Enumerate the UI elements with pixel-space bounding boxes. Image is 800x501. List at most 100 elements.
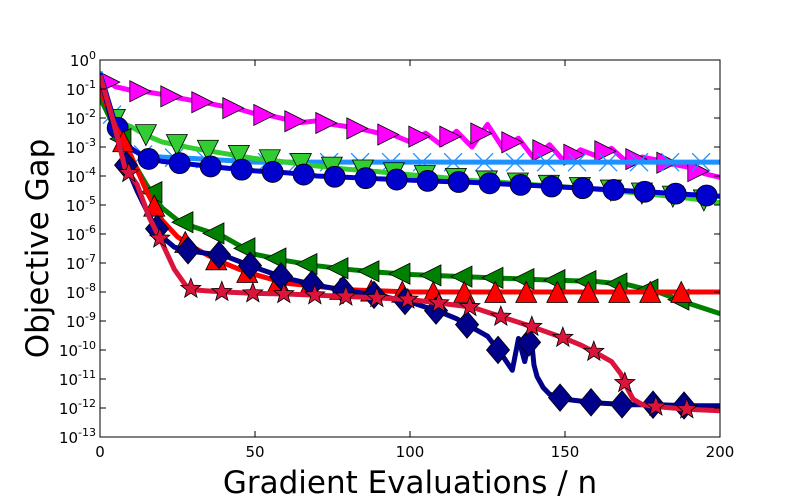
series-3-marker-4 — [230, 158, 253, 181]
x-tick-label-2: 100 — [396, 443, 425, 461]
y-tick-label-5: 10-5 — [66, 194, 96, 215]
series-0-marker-19 — [687, 159, 710, 183]
series-1-marker-13 — [505, 152, 525, 172]
series-6-marker-13 — [516, 328, 542, 357]
series-5-marker-12 — [484, 280, 507, 303]
series-7-marker-1 — [148, 226, 171, 248]
series-3-marker-14 — [540, 175, 563, 198]
series-1-marker-17 — [629, 152, 649, 172]
series-4-marker-2 — [171, 211, 194, 234]
series-3-marker-13 — [509, 173, 532, 196]
y-axis-ticks: 100 10-1 10-2 10-3 10-4 10-5 10-6 10-7 10-8 10-9 1… — [59, 49, 720, 447]
series-2-marker-3 — [196, 139, 220, 163]
series-4-marker-8 — [357, 260, 380, 283]
series-0-marker-5 — [253, 103, 276, 127]
series-3-marker-10 — [416, 169, 439, 192]
series-7-marker-16 — [613, 371, 636, 393]
series-6-marker-15 — [578, 388, 604, 417]
series-4-marker-14 — [543, 269, 566, 292]
series-4-marker-11 — [450, 265, 473, 288]
series-5-marker-17 — [639, 280, 662, 303]
series-0-marker-2 — [160, 85, 183, 108]
series-5-marker-16 — [608, 280, 631, 303]
series-0-marker-10 — [408, 125, 431, 148]
y-tick-label-7: 10-7 — [66, 252, 96, 273]
series-1-marker-16 — [598, 152, 618, 172]
series-7-marker-7 — [334, 284, 357, 306]
series-3-marker-5 — [261, 161, 284, 183]
series-1-marker-19 — [691, 152, 711, 172]
series-7-marker-9 — [396, 287, 419, 309]
series-2-marker-1 — [134, 124, 158, 147]
series-0-marker-11 — [439, 125, 462, 148]
series-7-marker-18 — [675, 397, 698, 419]
y-tick-label-3: 10-3 — [66, 136, 96, 157]
y-tick-label-12: 10-12 — [59, 397, 96, 418]
series-4-marker-7 — [326, 257, 349, 280]
series-7-marker-8 — [365, 286, 388, 308]
series-3-marker-7 — [323, 165, 346, 188]
series-4-marker-6 — [295, 252, 318, 276]
series-3-marker-2 — [168, 152, 191, 175]
series-0-marker-6 — [284, 110, 307, 133]
series-7-marker-14 — [551, 326, 574, 348]
series-3-marker-12 — [478, 172, 501, 195]
y-tick-label-1: 10-1 — [66, 78, 96, 99]
series-7-marker-5 — [272, 282, 295, 304]
y-tick-label-9: 10-9 — [66, 310, 96, 331]
series-3-marker-15 — [571, 177, 594, 200]
series-4-marker-12 — [481, 266, 504, 289]
series-7-marker-4 — [241, 281, 264, 303]
series-6-marker-11 — [454, 310, 480, 339]
series-0-marker-9 — [377, 123, 400, 146]
series-4-marker-9 — [388, 262, 411, 285]
series-7-marker-11 — [458, 295, 481, 317]
series-3-marker-6 — [292, 163, 315, 186]
series-3-marker-11 — [447, 171, 470, 193]
series-1-marker-18 — [660, 152, 680, 172]
series-0-marker-16 — [594, 140, 617, 163]
x-tick-label-4: 200 — [706, 443, 735, 461]
series-3-marker-9 — [385, 168, 408, 191]
series-3-marker-3 — [199, 155, 222, 178]
series-1-marker-12 — [474, 152, 494, 172]
series-6-marker-4 — [237, 251, 263, 280]
series-2-marker-5 — [258, 149, 282, 172]
y-tick-label-13: 10-13 — [59, 426, 96, 447]
y-axis-label: Objective Gap — [20, 139, 56, 359]
x-tick-label-3: 150 — [551, 443, 580, 461]
series-6-marker-2 — [175, 236, 201, 265]
series-0-marker-14 — [532, 139, 555, 162]
series-3-marker-1 — [137, 148, 160, 170]
series-0-marker-4 — [222, 96, 245, 120]
series-0-marker-3 — [191, 91, 214, 114]
series-5-marker-18 — [670, 280, 693, 303]
series-7-marker-0 — [117, 161, 140, 183]
series-3 — [100, 72, 720, 207]
series-6-marker-16 — [609, 390, 635, 419]
series-1-marker-15 — [567, 152, 587, 172]
y-tick-label-4: 10-4 — [66, 165, 96, 186]
series-3-marker-18 — [664, 182, 687, 205]
series-3-marker-16 — [602, 179, 625, 201]
series-5-marker-13 — [515, 280, 538, 303]
series-0-marker-12 — [470, 122, 493, 145]
x-axis-ticks: 0 50 100 150 200 — [95, 60, 734, 461]
y-tick-label-11: 10-11 — [59, 368, 96, 389]
series-5-marker-15 — [577, 280, 600, 303]
series-7-marker-15 — [582, 340, 605, 362]
series-4-marker-10 — [419, 264, 442, 287]
y-tick-label-10: 10-10 — [59, 339, 96, 360]
series-7-marker-6 — [303, 283, 326, 305]
y-tick-label-2: 10-2 — [66, 107, 96, 128]
x-axis-label: Gradient Evaluations / n — [223, 465, 597, 501]
y-tick-label-8: 10-8 — [66, 281, 96, 302]
series-0-marker-1 — [129, 80, 152, 103]
series-7-marker-2 — [179, 277, 202, 299]
series-7-marker-10 — [427, 291, 450, 313]
series-2-marker-2 — [165, 134, 189, 157]
series-3-marker-19 — [695, 184, 718, 207]
series-0-marker-13 — [501, 131, 524, 154]
series-4-marker-3 — [202, 222, 225, 245]
series-6-marker-3 — [206, 240, 232, 270]
